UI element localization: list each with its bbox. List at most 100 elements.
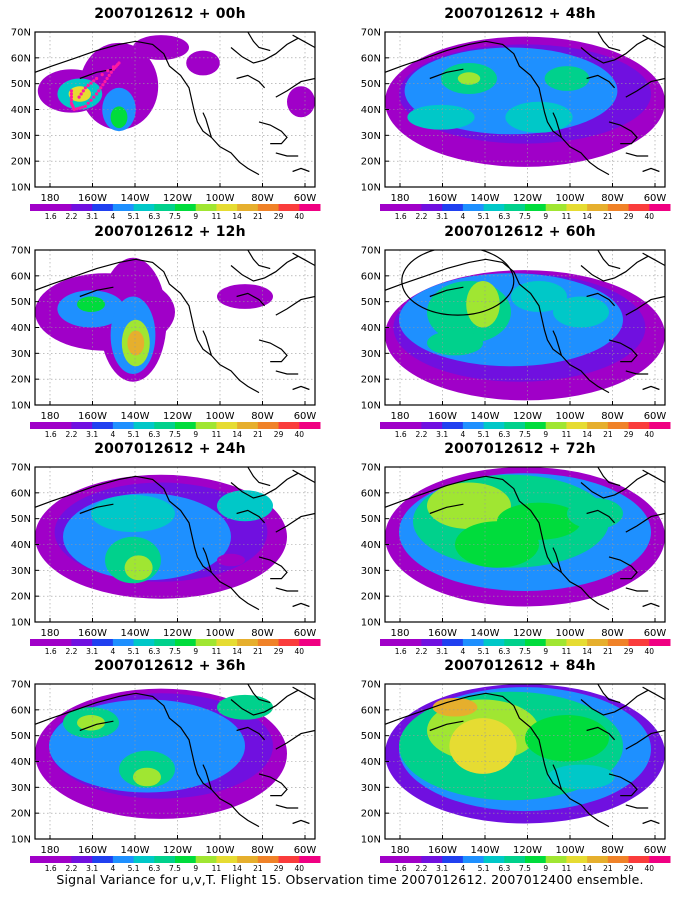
lat-label: 60N bbox=[361, 271, 381, 282]
flight-track bbox=[69, 61, 121, 112]
map-plot: 70N 60N 50N 40N 30N 20N 10N 180 160W 140W 120W 100W… bbox=[361, 680, 671, 872]
colorbar-label: 40 bbox=[645, 864, 655, 872]
lat-label: 50N bbox=[11, 79, 31, 90]
lon-label: 140W bbox=[471, 628, 500, 639]
lon-label: 160W bbox=[78, 628, 107, 639]
lon-label: 160W bbox=[428, 193, 457, 204]
lat-label: 60N bbox=[361, 705, 381, 716]
lat-label: 50N bbox=[11, 731, 31, 742]
lon-label: 140W bbox=[121, 193, 150, 204]
colorbar-label: 6.3 bbox=[148, 647, 160, 655]
variance-field bbox=[35, 684, 315, 839]
lat-label: 70N bbox=[11, 680, 31, 691]
colorbar-label: 1.6 bbox=[45, 212, 57, 220]
colorbar-label: 21 bbox=[603, 430, 613, 438]
colorbar-label: 2.2 bbox=[65, 864, 77, 872]
lon-label: 80W bbox=[251, 628, 274, 639]
lat-label: 10N bbox=[361, 183, 381, 194]
colorbar-label: 5.1 bbox=[478, 647, 490, 655]
colorbar-label: 11 bbox=[562, 212, 572, 220]
panel-title: 2007012612 + 72h bbox=[444, 441, 596, 457]
colorbar-label: 40 bbox=[295, 647, 305, 655]
colorbar-label: 7.5 bbox=[519, 212, 531, 220]
colorbar-label: 2.2 bbox=[415, 864, 427, 872]
lon-label: 80W bbox=[251, 845, 274, 856]
lat-label: 10N bbox=[11, 401, 31, 412]
colorbar-label: 14 bbox=[582, 430, 592, 438]
colorbar-label: 40 bbox=[295, 430, 305, 438]
lon-label: 80W bbox=[251, 193, 274, 204]
colorbar-label: 1.6 bbox=[45, 430, 57, 438]
colorbar-label: 2.2 bbox=[65, 430, 77, 438]
coastlines bbox=[385, 684, 665, 828]
lat-label: 20N bbox=[11, 809, 31, 820]
lon-label: 100W bbox=[556, 411, 585, 422]
lat-label: 70N bbox=[11, 463, 31, 474]
coastlines bbox=[35, 684, 315, 828]
lat-label: 30N bbox=[11, 783, 31, 794]
colorbar-label: 6.3 bbox=[498, 647, 510, 655]
colorbar-label: 6.3 bbox=[498, 430, 510, 438]
lat-label: 60N bbox=[361, 53, 381, 64]
variance-field bbox=[385, 250, 665, 405]
colorbar: 1.6 2.2 3.1 4 5.1 6.3 7.5 9 11 14 21 29 40 bbox=[380, 422, 671, 438]
lat-label: 30N bbox=[361, 783, 381, 794]
colorbar-label: 14 bbox=[232, 430, 242, 438]
lon-label: 180 bbox=[390, 845, 409, 856]
lon-label: 140W bbox=[121, 845, 150, 856]
lon-label: 80W bbox=[601, 411, 624, 422]
colorbar-label: 3.1 bbox=[436, 430, 448, 438]
panel-title: 2007012612 + 36h bbox=[94, 658, 246, 674]
lon-label: 60W bbox=[644, 628, 667, 639]
colorbar-label: 14 bbox=[582, 212, 592, 220]
colorbar-label: 1.6 bbox=[395, 212, 407, 220]
lat-label: 30N bbox=[11, 131, 31, 142]
lon-label: 80W bbox=[251, 411, 274, 422]
colorbar-label: 1.6 bbox=[395, 430, 407, 438]
lat-label: 60N bbox=[11, 53, 31, 64]
coastlines bbox=[385, 250, 665, 394]
colorbar-label: 14 bbox=[232, 212, 242, 220]
colorbar-label: 21 bbox=[253, 864, 263, 872]
variance-field bbox=[35, 467, 315, 622]
lon-label: 80W bbox=[601, 193, 624, 204]
colorbar: 1.6 2.2 3.1 4 5.1 6.3 7.5 9 11 14 21 29 40 bbox=[30, 856, 321, 872]
lon-label: 60W bbox=[294, 411, 317, 422]
colorbar-label: 40 bbox=[645, 430, 655, 438]
colorbar-label: 9 bbox=[193, 212, 198, 220]
colorbar: 1.6 2.2 3.1 4 5.1 6.3 7.5 9 11 14 21 29 40 bbox=[30, 422, 321, 438]
colorbar-label: 6.3 bbox=[148, 212, 160, 220]
coastlines bbox=[35, 250, 315, 394]
lat-label: 50N bbox=[11, 297, 31, 308]
colorbar-label: 11 bbox=[212, 430, 222, 438]
figure-caption: Signal Variance for u,v,T. Flight 15. Ob… bbox=[56, 872, 644, 887]
coastlines bbox=[385, 467, 665, 611]
colorbar-label: 11 bbox=[562, 864, 572, 872]
panel-title: 2007012612 + 00h bbox=[94, 6, 246, 22]
colorbar-label: 3.1 bbox=[436, 864, 448, 872]
lon-label: 60W bbox=[644, 193, 667, 204]
map-panel: 2007012612 + 00h 70N 60N 50N 40N 30N 20N 10N 180… bbox=[0, 0, 340, 220]
colorbar-label: 9 bbox=[193, 430, 198, 438]
map-plot: 70N 60N 50N 40N 30N 20N 10N 180 160W 140W 120W 100W… bbox=[361, 28, 671, 220]
colorbar-label: 40 bbox=[295, 212, 305, 220]
map-plot: 70N 60N 50N 40N 30N 20N 10N 180 160W 140W 120W 100W… bbox=[11, 246, 321, 438]
lat-label: 60N bbox=[361, 488, 381, 499]
colorbar: 1.6 2.2 3.1 4 5.1 6.3 7.5 9 11 14 21 29 40 bbox=[380, 856, 671, 872]
colorbar-label: 9 bbox=[193, 647, 198, 655]
lon-label: 80W bbox=[601, 628, 624, 639]
colorbar-label: 21 bbox=[253, 647, 263, 655]
lat-label: 10N bbox=[11, 835, 31, 846]
lat-label: 50N bbox=[361, 79, 381, 90]
colorbar-label: 5.1 bbox=[478, 430, 490, 438]
colorbar-label: 29 bbox=[624, 864, 634, 872]
colorbar-label: 2.2 bbox=[65, 647, 77, 655]
colorbar-label: 3.1 bbox=[436, 212, 448, 220]
coastlines bbox=[35, 467, 315, 611]
colorbar-label: 2.2 bbox=[415, 212, 427, 220]
lat-label: 10N bbox=[361, 835, 381, 846]
lat-label: 40N bbox=[11, 105, 31, 116]
colorbar-label: 40 bbox=[645, 647, 655, 655]
lat-label: 30N bbox=[361, 131, 381, 142]
lat-label: 20N bbox=[11, 592, 31, 603]
